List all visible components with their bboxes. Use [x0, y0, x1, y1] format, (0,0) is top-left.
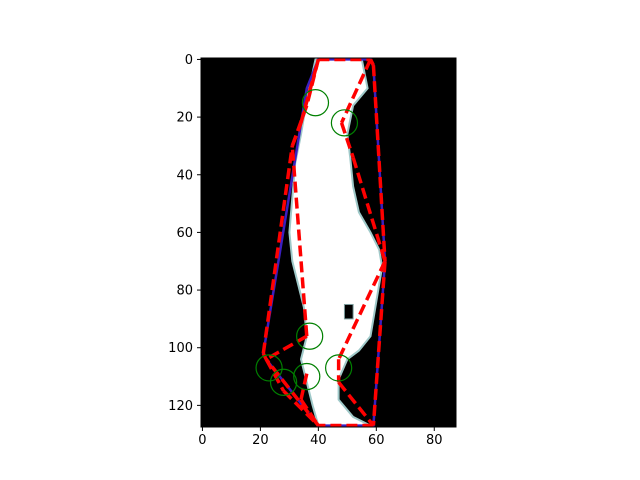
- dashed-edge-20: [264, 358, 286, 392]
- dashed-edge-12: [339, 58, 373, 124]
- dashed-edge-10: [305, 59, 321, 106]
- y-tick-label: 20: [176, 111, 193, 126]
- circle-marker-6: [325, 354, 353, 382]
- x-tick-label: 60: [368, 433, 385, 448]
- dashed-edge-14: [351, 156, 387, 262]
- ticks-layer: 0 20 40 60 80 0 20 40 60 80 100 120: [168, 53, 442, 448]
- axes-frame: [200, 57, 457, 428]
- y-tick-label: 80: [176, 284, 193, 299]
- map-layer: [288, 58, 384, 427]
- circle-marker-2: [296, 322, 324, 350]
- circle-marker-0: [301, 89, 330, 117]
- dashed-edge-3: [371, 261, 387, 426]
- y-tick-label: 40: [176, 168, 193, 183]
- x-tick-label: 80: [426, 433, 443, 448]
- obstacle-0: [343, 303, 354, 320]
- free-space-region: [288, 58, 384, 427]
- dashed-edge-15: [337, 260, 387, 361]
- dashed-edge-22: [299, 373, 309, 400]
- circle-marker-1: [330, 109, 359, 137]
- dashed-edge-23: [299, 398, 320, 427]
- y-tick-label: 100: [168, 341, 193, 356]
- y-tick-label: 120: [168, 399, 193, 414]
- x-tick-label: 40: [310, 433, 327, 448]
- dashed-edge-17: [337, 381, 375, 427]
- dashed-edge-11: [290, 104, 309, 147]
- circle-marker-4: [269, 368, 298, 396]
- dashed-edge-13: [339, 122, 355, 159]
- x-tick-label: 20: [252, 433, 269, 448]
- y-tick-label: 0: [185, 53, 193, 68]
- y-tick-label: 60: [176, 226, 193, 241]
- circle-marker-3: [255, 354, 283, 382]
- circle-marker-5: [293, 362, 321, 391]
- dashed-edge-7: [261, 145, 295, 354]
- dashed-edge-2: [371, 65, 387, 262]
- series-layer: [255, 58, 387, 427]
- x-tick-label: 0: [198, 433, 206, 448]
- dashed-edge-6: [261, 352, 268, 361]
